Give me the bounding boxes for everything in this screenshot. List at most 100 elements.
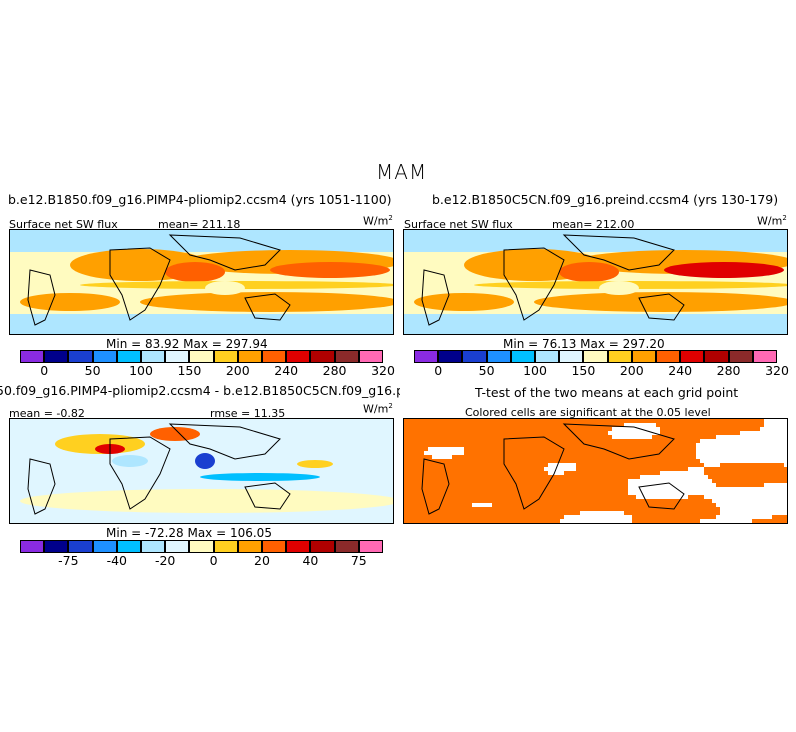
significant-cell: [776, 467, 780, 471]
significant-cell: [608, 503, 612, 507]
significant-cell: [600, 423, 604, 427]
significant-cell: [632, 455, 636, 459]
significant-cell: [624, 511, 628, 515]
significant-cell: [448, 495, 452, 499]
significant-cell: [680, 455, 684, 459]
significant-cell: [516, 443, 520, 447]
significant-cell: [616, 507, 620, 511]
significant-cell: [568, 439, 572, 443]
significant-cell: [696, 427, 700, 431]
significant-cell: [500, 463, 504, 467]
significant-cell: [704, 515, 708, 519]
significant-cell: [640, 463, 644, 467]
significant-cell: [412, 495, 416, 499]
significant-cell: [660, 435, 664, 439]
significant-cell: [556, 475, 560, 479]
significant-cell: [444, 507, 448, 511]
significant-cell: [440, 427, 444, 431]
significant-cell: [612, 475, 616, 479]
significant-cell: [620, 467, 624, 471]
significant-cell: [692, 431, 696, 435]
significant-cell: [456, 507, 460, 511]
significant-cell: [404, 503, 408, 507]
colorbar-box: [286, 350, 311, 363]
panel2-minmax: Min = 76.13 Max = 297.20: [503, 337, 665, 351]
significant-cell: [568, 491, 572, 495]
significant-cell: [432, 507, 436, 511]
p3-africa-coast: [109, 436, 171, 510]
significant-cell: [624, 463, 628, 467]
significant-cell: [680, 511, 684, 515]
significant-cell: [412, 439, 416, 443]
significant-cell: [616, 475, 620, 479]
significant-cell: [424, 519, 428, 523]
significant-cell: [420, 507, 424, 511]
significant-cell: [500, 459, 504, 463]
significant-cell: [532, 515, 536, 519]
significant-cell: [608, 459, 612, 463]
significant-cell: [708, 431, 712, 435]
significant-cell: [608, 455, 612, 459]
significant-cell: [452, 423, 456, 427]
significant-cell: [460, 515, 464, 519]
significant-cell: [596, 495, 600, 499]
significant-cell: [520, 447, 524, 451]
significant-cell: [652, 511, 656, 515]
significant-cell: [776, 519, 780, 523]
significant-cell: [676, 443, 680, 447]
significant-cell: [444, 423, 448, 427]
significant-cell: [708, 475, 712, 479]
significant-cell: [504, 491, 508, 495]
significant-cell: [716, 507, 720, 511]
significant-cell: [412, 419, 416, 423]
significant-cell: [564, 455, 568, 459]
significant-cell: [704, 503, 708, 507]
significant-cell: [616, 459, 620, 463]
significant-cell: [584, 467, 588, 471]
significant-cell: [492, 439, 496, 443]
significant-cell: [464, 479, 468, 483]
significant-cell: [600, 463, 604, 467]
significant-cell: [616, 439, 620, 443]
significant-cell: [628, 467, 632, 471]
significant-cell: [692, 503, 696, 507]
significant-cell: [632, 511, 636, 515]
significant-cell: [580, 443, 584, 447]
significant-cell: [728, 431, 732, 435]
significant-cell: [620, 475, 624, 479]
significant-cell: [780, 515, 784, 519]
significant-cell: [728, 475, 732, 479]
significant-cell: [536, 511, 540, 515]
significant-cell: [652, 471, 656, 475]
significant-cell: [584, 447, 588, 451]
significant-cell: [616, 423, 620, 427]
significant-cell: [508, 427, 512, 431]
significant-cell: [504, 451, 508, 455]
significant-cell: [436, 471, 440, 475]
significant-cell: [676, 499, 680, 503]
significant-cell: [764, 471, 768, 475]
significant-cell: [556, 483, 560, 487]
significant-cell: [520, 479, 524, 483]
significant-cell: [696, 431, 700, 435]
significant-cell: [472, 483, 476, 487]
significant-cell: [532, 443, 536, 447]
significant-cell: [532, 459, 536, 463]
significant-cell: [764, 463, 768, 467]
significant-cell: [712, 475, 716, 479]
significant-cell: [600, 455, 604, 459]
significant-cell: [656, 435, 660, 439]
significant-cell: [596, 447, 600, 451]
p3-indonesia-cold: [195, 453, 215, 469]
significant-cell: [620, 487, 624, 491]
significant-cell: [528, 511, 532, 515]
significant-cell: [408, 495, 412, 499]
significant-cell: [768, 471, 772, 475]
significant-cell: [488, 443, 492, 447]
significant-cell: [536, 519, 540, 523]
p2-australia-coast: [638, 293, 685, 321]
significant-cell: [468, 435, 472, 439]
significant-cell: [508, 519, 512, 523]
significant-cell: [440, 519, 444, 523]
significant-cell: [720, 467, 724, 471]
